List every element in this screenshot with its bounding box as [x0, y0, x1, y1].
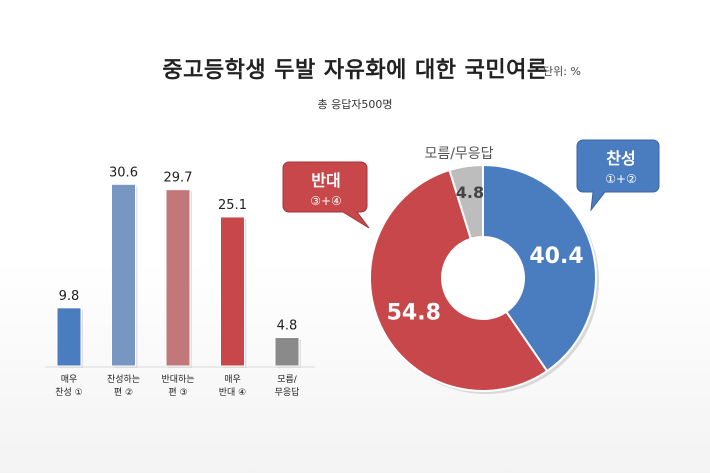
donut-value-label: 54.8 [387, 301, 441, 326]
bar-value-label: 9.8 [59, 289, 80, 304]
support-callout-title: 찬성 [606, 149, 635, 168]
oppose-callout [282, 161, 370, 229]
donut-value-label: 40.4 [529, 244, 583, 269]
bar-category-label: 매우 [61, 374, 78, 385]
support-callout-sub: ①+② [605, 172, 637, 186]
support-callout [576, 139, 660, 212]
unit-label: 단위: % [543, 65, 581, 78]
bar-category-label: 모름/ [277, 374, 298, 385]
oppose-callout-title: 반대 [311, 171, 340, 190]
donut-hole [442, 237, 524, 319]
bar-3 [165, 189, 191, 367]
bar-category-label: 편 ② [114, 386, 133, 398]
bar-category-label: 반대 ④ [219, 387, 247, 398]
chart-title: 중고등학생 두발 자유화에 대한 국민여론 [162, 58, 548, 83]
bar-value-label: 25.1 [218, 198, 247, 213]
bar-category-label: 매우 [224, 374, 241, 385]
unknown-legend-label: 모름/무응답 [424, 146, 493, 162]
bar-5 [274, 337, 300, 367]
bar-value-label: 30.6 [109, 165, 138, 180]
bar-1 [56, 307, 82, 367]
bar-category-label: 찬성하는 [107, 374, 140, 385]
bar-2 [111, 183, 136, 367]
donut-value-label: 4.8 [456, 183, 484, 202]
respondents-label: 총 응답자500명 [317, 98, 393, 111]
bar-4 [220, 216, 245, 367]
bar-category-label: 무응답 [275, 386, 300, 398]
oppose-callout-sub: ③+④ [310, 194, 342, 208]
bar-value-label: 4.8 [277, 319, 298, 334]
bar-value-label: 29.7 [164, 171, 193, 186]
bar-category-label: 편 ③ [168, 386, 187, 398]
donut-chart: 40.4 54.8 4.8 모름/무응답 찬성 ①+② 반대 ③+④ [282, 139, 660, 394]
bar-category-label: 찬성 ① [55, 387, 83, 398]
bar-category-label: 반대하는 [161, 374, 194, 385]
